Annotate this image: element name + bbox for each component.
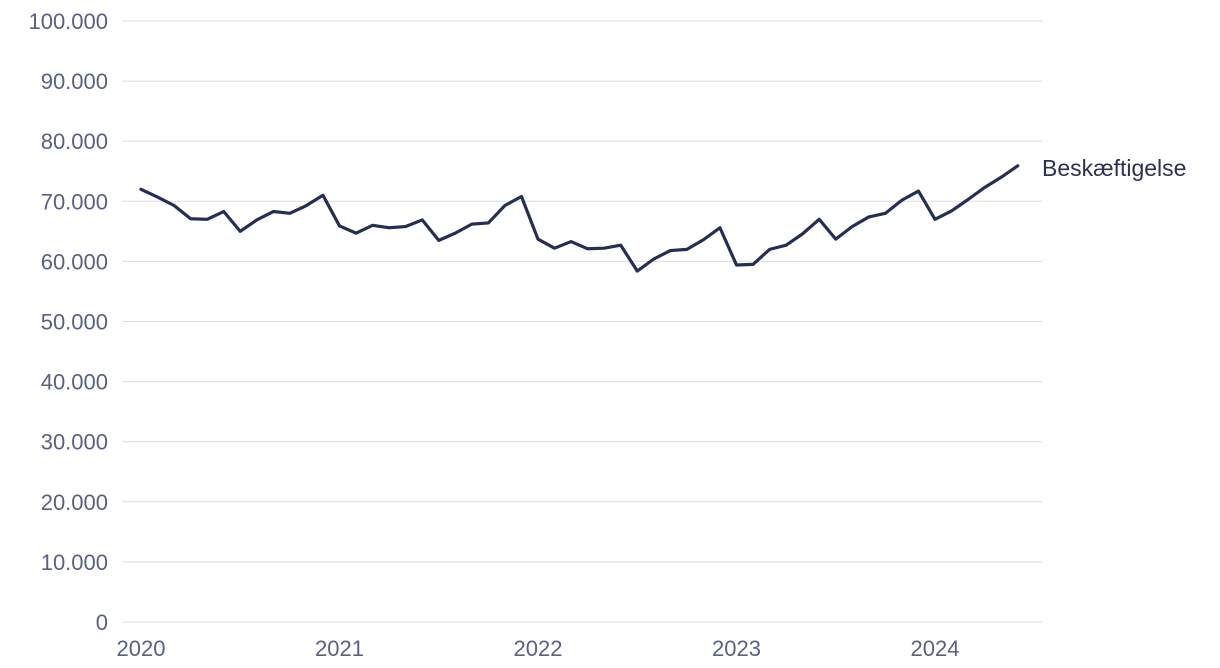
data-point (156, 195, 159, 199)
data-point (983, 186, 986, 189)
y-tick-label: 40.000 (41, 370, 108, 395)
data-point (387, 226, 391, 229)
data-point (1016, 164, 1019, 168)
data-point (768, 248, 771, 251)
y-axis-tick-labels: 0 10.000 20.000 30.000 40.000 50.000 60.000 70.… (28, 9, 108, 635)
y-tick-label: 70.000 (41, 189, 108, 214)
data-point (454, 231, 457, 235)
data-point (834, 237, 837, 241)
data-point (917, 189, 920, 193)
series-layer: Beskæftigelse (139, 155, 1186, 273)
gridlines (122, 20, 1042, 623)
data-point (354, 231, 358, 235)
data-point (884, 212, 887, 215)
x-tick-label: 2021 (315, 636, 364, 661)
data-point (371, 224, 374, 227)
x-tick-label: 2020 (117, 636, 166, 661)
data-point (305, 204, 308, 207)
y-tick-label: 60.000 (41, 249, 108, 274)
data-point (239, 230, 242, 233)
x-tick-label: 2024 (911, 636, 960, 661)
y-tick-label: 0 (96, 610, 108, 635)
data-point (437, 239, 440, 242)
data-point (536, 237, 540, 241)
data-point (702, 238, 705, 241)
data-point (867, 215, 871, 219)
data-point (172, 204, 176, 207)
data-point (818, 218, 821, 221)
data-point (487, 221, 490, 225)
data-point (139, 188, 143, 191)
x-tick-label: 2022 (514, 636, 563, 661)
data-point (784, 243, 788, 247)
series-line (139, 164, 1020, 273)
data-point (338, 224, 341, 228)
data-point (503, 204, 507, 207)
data-point (669, 249, 672, 252)
data-point (404, 225, 407, 228)
data-point (735, 263, 738, 267)
data-point (619, 243, 622, 247)
data-point (751, 263, 755, 266)
data-point (718, 226, 722, 229)
y-tick-label: 20.000 (41, 490, 108, 515)
data-point (421, 218, 424, 222)
y-tick-label: 90.000 (41, 69, 108, 94)
data-point (636, 269, 639, 273)
data-point (255, 218, 258, 222)
data-point (586, 247, 589, 250)
data-point (520, 195, 523, 198)
data-point (602, 246, 606, 250)
data-point (205, 218, 209, 221)
data-point (685, 248, 689, 251)
data-point (999, 176, 1003, 179)
data-point (189, 217, 192, 220)
data-point (900, 198, 904, 202)
data-point (569, 240, 573, 243)
data-point (966, 198, 970, 201)
data-point (851, 225, 854, 228)
data-point (652, 257, 655, 261)
data-point (933, 218, 937, 221)
y-tick-label: 10.000 (41, 550, 108, 575)
y-tick-label: 30.000 (41, 430, 108, 455)
x-tick-label: 2023 (712, 636, 761, 661)
data-point (288, 212, 292, 215)
y-tick-label: 80.000 (41, 129, 108, 154)
x-axis-tick-labels: 2020 2021 2022 2023 2024 (117, 636, 960, 661)
data-point (321, 194, 325, 197)
data-point (950, 209, 953, 213)
data-point (801, 232, 804, 235)
data-point (272, 210, 275, 213)
data-point (470, 222, 474, 226)
series-label: Beskæftigelse (1042, 155, 1186, 181)
y-tick-label: 50.000 (41, 310, 108, 335)
data-point (553, 246, 556, 250)
y-tick-label: 100.000 (28, 9, 108, 34)
data-point (222, 210, 225, 213)
